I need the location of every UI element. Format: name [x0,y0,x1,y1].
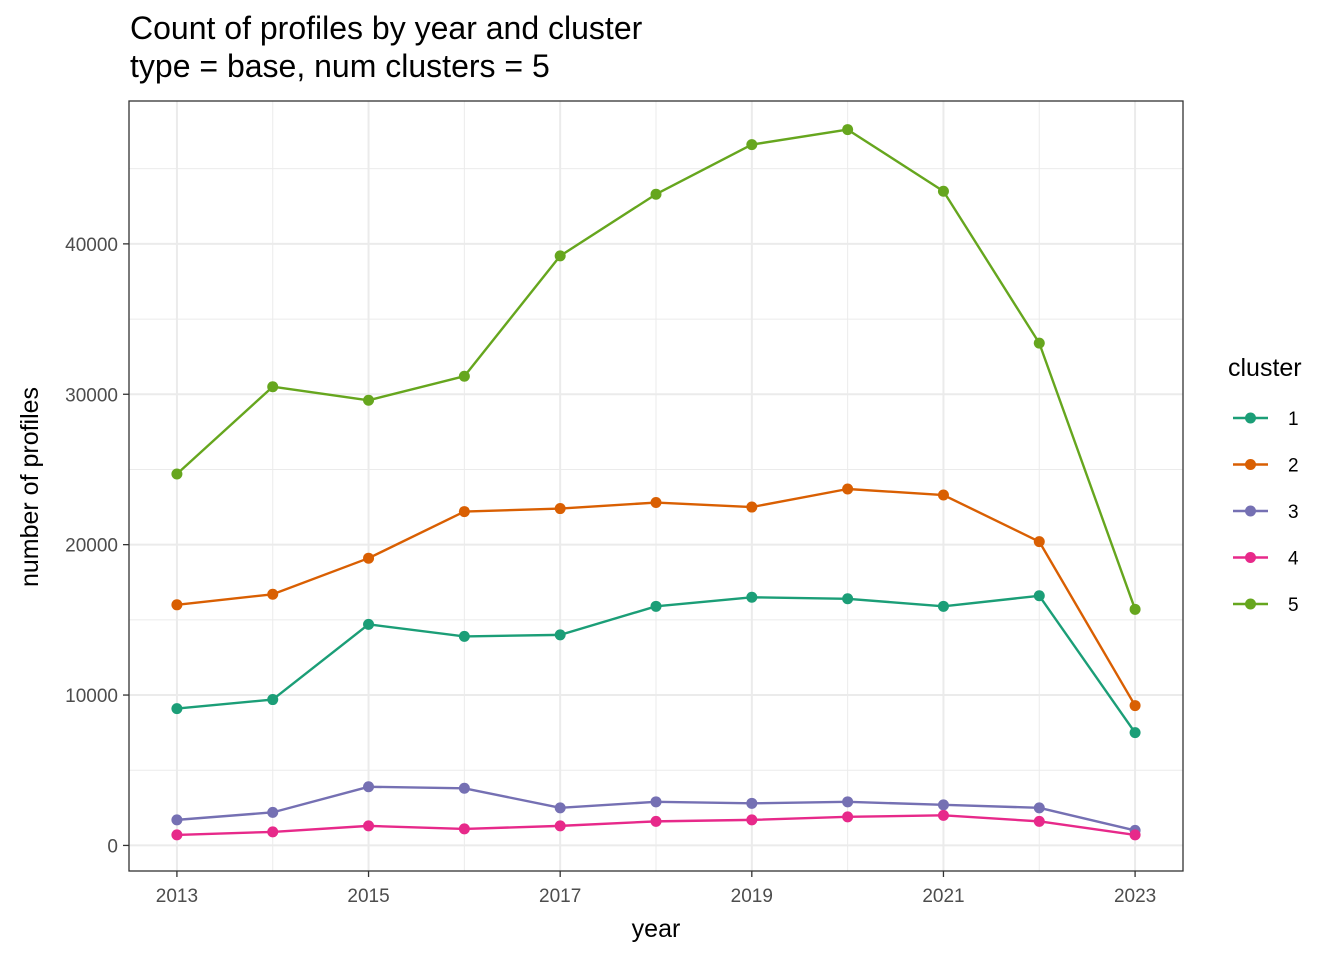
data-point [842,796,854,808]
data-point [1033,337,1045,349]
data-point [1033,802,1045,814]
x-tick-label: 2021 [922,886,964,907]
data-point [554,250,566,262]
data-point [554,802,566,814]
data-point [171,814,183,826]
data-point [1129,727,1141,739]
data-point [1033,590,1045,602]
x-tick-label: 2013 [156,886,198,907]
legend-item-1: 1 [1233,409,1299,430]
chart-title: Count of profiles by year and cluster [130,10,643,46]
legend-label: 4 [1288,549,1299,570]
chart-subtitle: type = base, num clusters = 5 [130,48,550,84]
data-point [1033,815,1045,827]
legend-label: 5 [1288,595,1299,616]
series-4 [171,809,1141,841]
data-point [267,381,279,393]
data-point [1129,700,1141,712]
y-tick-label: 40000 [65,235,118,256]
x-tick-label: 2015 [347,886,389,907]
legend-title: cluster [1228,354,1302,382]
data-point [458,630,470,642]
data-point [937,185,949,197]
data-point [937,600,949,612]
data-point [746,797,758,809]
data-point [267,826,279,838]
data-point [171,468,183,480]
y-tick-label: 0 [107,836,118,857]
data-point [842,483,854,495]
series-2 [171,483,1141,712]
series-layer [171,124,1141,841]
legend-key-point [1245,552,1256,563]
x-tick-label: 2017 [539,886,581,907]
data-point [746,501,758,513]
data-point [171,599,183,611]
data-point [842,593,854,605]
data-point [746,814,758,826]
legend-item-2: 2 [1233,456,1299,477]
data-point [1129,603,1141,615]
x-axis: 2013 2015 2017 2019 2021 2023 [156,871,1156,907]
series-5 [171,124,1141,615]
y-tick-label: 10000 [65,686,118,707]
data-point [363,394,375,406]
legend-label: 2 [1288,456,1299,477]
data-point [554,629,566,641]
y-tick-label: 20000 [65,536,118,557]
data-point [650,600,662,612]
data-point [363,618,375,630]
data-point [458,782,470,794]
legend-key-point [1245,459,1256,470]
plot-panel-border [128,100,1184,872]
legend-key-point [1245,412,1256,424]
series-3 [171,781,1141,836]
data-point [171,829,183,841]
data-point [458,506,470,518]
x-tick-label: 2019 [731,886,773,907]
data-point [1033,536,1045,548]
data-point [267,694,279,706]
data-point [267,806,279,818]
grid-lines [129,101,1183,871]
data-point [746,591,758,603]
data-point [363,820,375,832]
series-1 [171,590,1141,739]
data-point [842,811,854,823]
y-tick-label: 30000 [65,385,118,406]
data-point [650,497,662,509]
legend-label: 1 [1288,409,1299,430]
data-point [171,703,183,715]
y-axis-title: number of profiles [16,387,44,587]
data-point [650,815,662,827]
data-point [267,588,279,600]
data-point [363,781,375,793]
data-point [746,139,758,151]
legend-item-5: 5 [1233,595,1299,616]
data-point [937,799,949,811]
legend-item-3: 3 [1233,502,1299,523]
data-point [554,820,566,832]
legend-key-point [1245,598,1256,610]
data-point [458,823,470,835]
data-point [554,503,566,515]
data-point [458,370,470,382]
x-axis-title: year [632,915,681,943]
data-point [842,124,854,136]
legend-label: 3 [1288,502,1299,523]
data-point [650,796,662,808]
data-point [650,188,662,200]
y-axis: 0 10000 20000 30000 40000 [65,235,129,857]
data-point [363,552,375,564]
data-point [1129,829,1141,841]
data-point [937,809,949,821]
legend-key-point [1245,505,1256,517]
legend-item-4: 4 [1233,549,1299,570]
data-point [937,489,949,501]
x-tick-label: 2023 [1114,886,1156,907]
legend: cluster 1 2 3 4 5 [1228,354,1302,616]
